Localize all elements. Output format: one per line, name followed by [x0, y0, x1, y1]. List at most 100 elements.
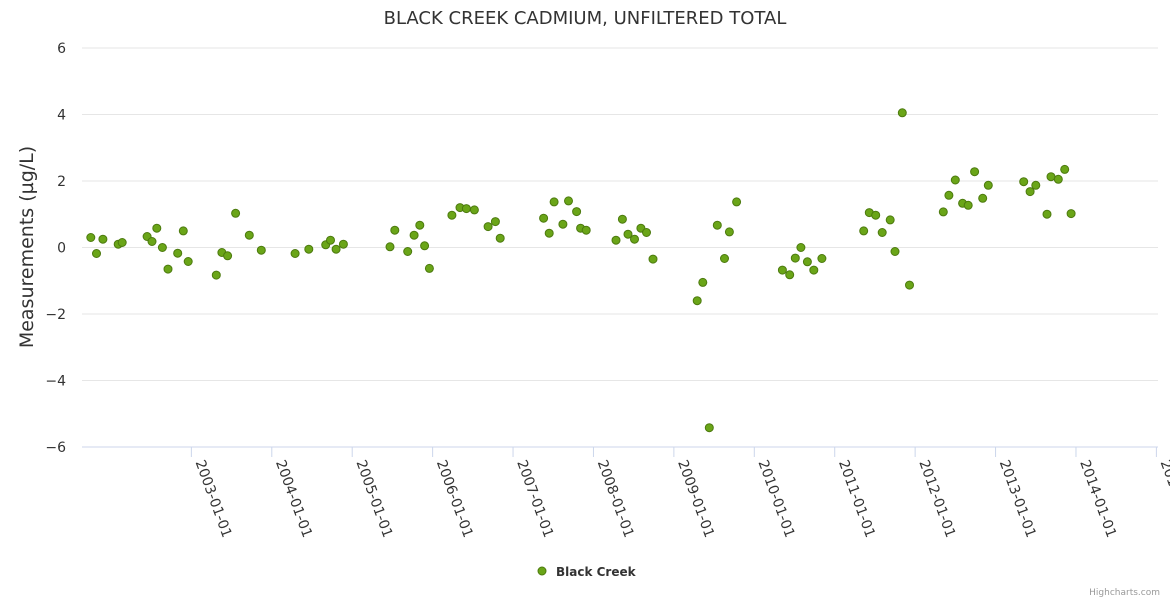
data-point[interactable]	[390, 225, 400, 235]
data-point[interactable]	[817, 254, 827, 263]
data-point[interactable]	[98, 234, 108, 244]
data-point[interactable]	[338, 239, 348, 249]
data-point[interactable]	[790, 253, 800, 263]
data-point[interactable]	[331, 244, 341, 254]
data-point[interactable]	[785, 270, 795, 280]
data-point[interactable]	[1019, 177, 1029, 187]
data-point[interactable]	[92, 249, 101, 258]
data-point[interactable]	[944, 190, 954, 200]
x-tick-label: 2006-01-01	[433, 458, 476, 540]
x-tick-label: 2004-01-01	[272, 458, 315, 540]
data-point[interactable]	[564, 196, 573, 206]
y-tick-label: 4	[57, 108, 66, 124]
data-point[interactable]	[469, 205, 479, 215]
legend[interactable]: Black Creek	[537, 565, 637, 579]
data-point[interactable]	[256, 245, 266, 255]
data-point[interactable]	[983, 180, 993, 190]
data-point[interactable]	[877, 228, 887, 237]
data-point[interactable]	[623, 229, 633, 239]
x-tick-label: 2010-01-01	[755, 458, 798, 540]
data-point[interactable]	[905, 280, 914, 290]
data-point[interactable]	[117, 238, 127, 247]
x-tick-label: 2009-01-01	[674, 458, 717, 540]
data-point[interactable]	[950, 175, 960, 185]
x-tick-label: 2007-01-01	[513, 458, 556, 540]
data-point[interactable]	[304, 244, 314, 254]
data-point[interactable]	[871, 210, 881, 220]
data-point[interactable]	[385, 242, 395, 252]
data-point[interactable]	[963, 200, 973, 210]
data-point[interactable]	[698, 277, 708, 287]
data-point[interactable]	[978, 193, 988, 203]
data-point[interactable]	[163, 264, 173, 274]
data-point[interactable]	[483, 222, 493, 232]
data-point[interactable]	[326, 235, 335, 245]
data-point[interactable]	[461, 204, 471, 214]
data-point[interactable]	[611, 235, 621, 245]
data-point[interactable]	[1060, 164, 1070, 174]
data-point[interactable]	[581, 225, 591, 235]
data-point[interactable]	[890, 247, 900, 256]
data-point[interactable]	[152, 223, 162, 233]
data-point[interactable]	[777, 265, 787, 275]
data-point[interactable]	[724, 227, 734, 237]
data-point[interactable]	[720, 254, 729, 263]
data-point[interactable]	[231, 208, 241, 218]
x-tick-label: 2008-01-01	[594, 458, 637, 540]
data-point[interactable]	[1025, 187, 1035, 197]
data-point[interactable]	[692, 296, 702, 306]
data-point[interactable]	[549, 197, 559, 207]
data-point[interactable]	[173, 248, 183, 258]
data-point[interactable]	[290, 249, 300, 258]
data-point[interactable]	[796, 243, 806, 252]
data-point[interactable]	[223, 251, 233, 261]
data-point[interactable]	[495, 233, 505, 243]
data-point[interactable]	[147, 237, 157, 246]
data-point[interactable]	[178, 226, 188, 236]
data-point[interactable]	[558, 219, 568, 229]
data-point[interactable]	[617, 214, 627, 224]
data-point[interactable]	[885, 215, 895, 225]
data-point[interactable]	[704, 423, 714, 433]
x-axis-ticks: 2003-01-01 2004-01-01 2005-01-01 2006-01-01…	[190, 447, 1170, 540]
data-point[interactable]	[490, 217, 500, 227]
data-point[interactable]	[897, 108, 907, 118]
data-point[interactable]	[1031, 180, 1041, 190]
data-point[interactable]	[802, 257, 812, 267]
credits-link[interactable]: Highcharts.com	[1089, 588, 1160, 598]
data-point[interactable]	[859, 226, 869, 236]
data-point[interactable]	[1066, 209, 1076, 219]
data-point[interactable]	[183, 257, 193, 266]
data-point[interactable]	[732, 197, 742, 207]
data-point[interactable]	[211, 270, 221, 280]
data-point[interactable]	[403, 247, 413, 256]
data-point[interactable]	[1053, 174, 1063, 184]
data-point[interactable]	[409, 230, 419, 240]
data-point[interactable]	[539, 213, 549, 223]
data-point[interactable]	[630, 234, 639, 244]
data-point[interactable]	[244, 230, 254, 240]
data-point[interactable]	[572, 207, 582, 217]
data-point[interactable]	[938, 207, 948, 217]
legend-label[interactable]: Black Creek	[556, 565, 637, 579]
data-point[interactable]	[157, 243, 167, 252]
data-point[interactable]	[86, 233, 96, 242]
data-point[interactable]	[447, 210, 457, 220]
data-point[interactable]	[648, 254, 658, 264]
data-point[interactable]	[642, 228, 651, 237]
data-point[interactable]	[420, 241, 430, 251]
data-point[interactable]	[544, 228, 554, 238]
data-point[interactable]	[1042, 209, 1052, 219]
data-point[interactable]	[1046, 172, 1056, 182]
data-point[interactable]	[712, 220, 722, 230]
data-point[interactable]	[415, 220, 425, 230]
x-tick-label: 2005-01-01	[352, 458, 395, 540]
y-tick-label: −4	[45, 374, 66, 390]
y-tick-label: 0	[57, 241, 66, 257]
data-point[interactable]	[809, 265, 819, 275]
data-point[interactable]	[970, 167, 980, 177]
x-tick-label: 2015-01-01	[1157, 458, 1170, 540]
data-point[interactable]	[424, 263, 434, 273]
grid-lines	[82, 47, 1158, 448]
